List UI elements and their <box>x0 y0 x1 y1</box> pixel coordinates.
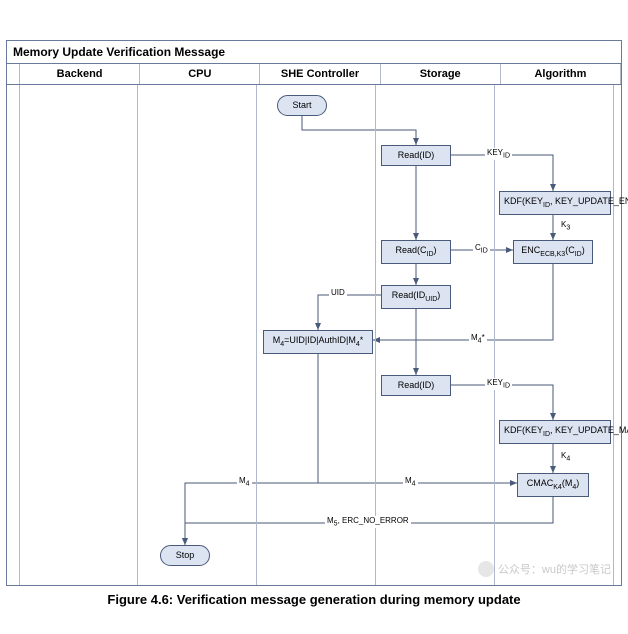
swimlane-body: Start Read(ID) KDF(KEYID, KEY_UPDATE_ENC_C… <box>19 85 621 585</box>
watermark-text: 公众号：wu的学习笔记 <box>498 561 611 577</box>
edge-label: K4 <box>559 451 572 463</box>
watermark: 公众号：wu的学习笔记 <box>478 561 611 577</box>
flow-node: Read(ID) <box>381 375 451 396</box>
edge-label: M4 <box>237 476 252 488</box>
flow-node: Read(CID) <box>381 240 451 264</box>
flow-node: CMACK4(M4) <box>517 473 589 497</box>
wechat-icon <box>478 561 494 577</box>
edge-label: CID <box>473 243 490 255</box>
flow-node: M4=UID|ID|AuthID|M4* <box>263 330 373 354</box>
diagram-frame: Memory Update Verification Message Backe… <box>6 40 622 586</box>
flow-node: Read(ID) <box>381 145 451 166</box>
lane-header: SHE Controller <box>260 64 380 84</box>
edge-label: UID <box>329 288 347 297</box>
figure-caption: Figure 4.6: Verification message generat… <box>0 592 628 607</box>
lane-divider <box>495 85 614 585</box>
edge-label: KEYID <box>485 148 512 160</box>
flow-node: KDF(KEYID, KEY_UPDATE_ENC_C) <box>499 191 611 215</box>
lane-header: Storage <box>381 64 501 84</box>
diagram-title: Memory Update Verification Message <box>7 41 621 64</box>
edge-label: K3 <box>559 220 572 232</box>
flow-node: KDF(KEYID, KEY_UPDATE_MAC_C) <box>499 420 611 444</box>
edge-label: M4 <box>403 476 418 488</box>
swimlane-header: BackendCPUSHE ControllerStorageAlgorithm <box>7 64 621 85</box>
lane-divider <box>19 85 138 585</box>
edge-label: M4* <box>469 333 487 345</box>
flow-node: Start <box>277 95 327 116</box>
lane-divider <box>138 85 257 585</box>
flow-node: ENCECB,K3(CID) <box>513 240 593 264</box>
flow-node: Stop <box>160 545 210 566</box>
lane-header: Backend <box>19 64 140 84</box>
edge-label: M5, ERC_NO_ERROR <box>325 516 411 528</box>
edge-label: KEYID <box>485 378 512 390</box>
lane-header: Algorithm <box>501 64 621 84</box>
lane-header: CPU <box>140 64 260 84</box>
flow-node: Read(IDUID) <box>381 285 451 309</box>
